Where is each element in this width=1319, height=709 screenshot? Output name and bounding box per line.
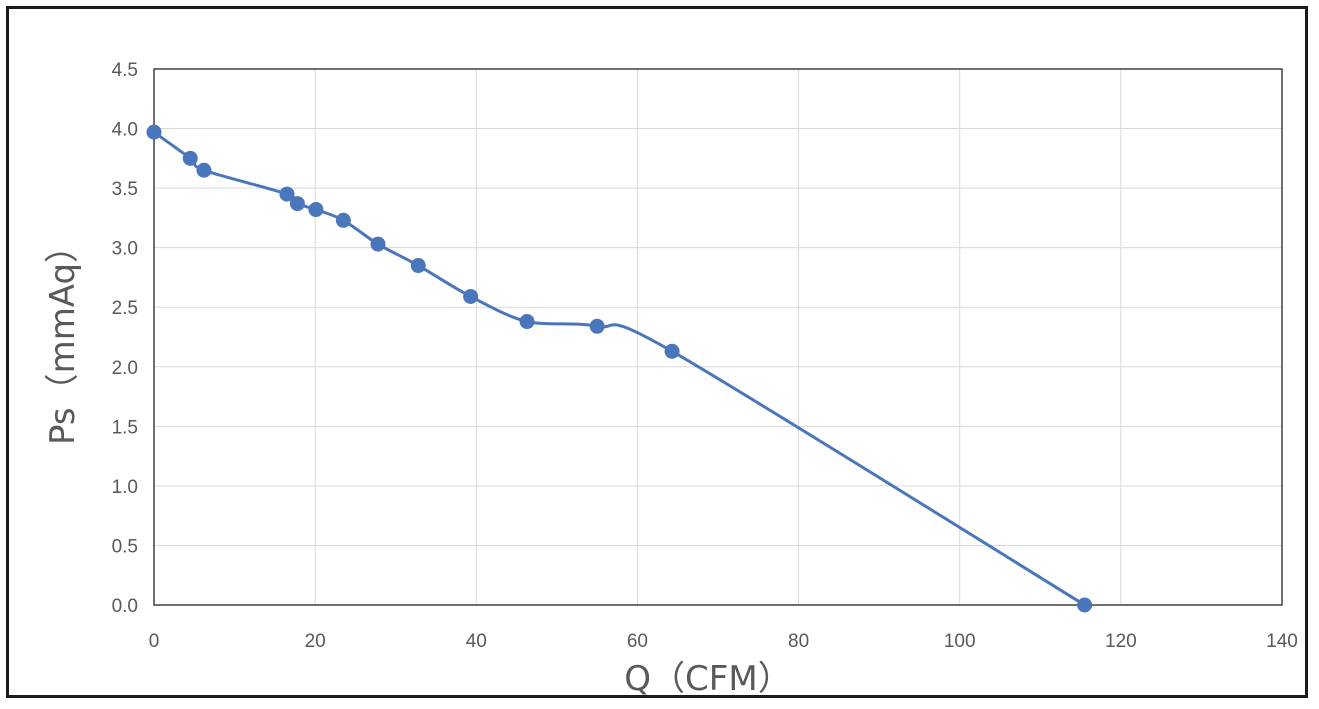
y-tick-label: 4.0 — [112, 120, 138, 141]
x-tick-label: 80 — [788, 631, 809, 652]
data-point — [335, 212, 351, 228]
x-axis-title: Q（CFM） — [624, 659, 791, 699]
data-point — [279, 186, 295, 202]
y-tick-label: 0.0 — [112, 596, 138, 617]
y-tick-label: 2.0 — [112, 358, 138, 379]
x-tick-label: 60 — [627, 631, 648, 652]
y-tick-label: 1.0 — [112, 477, 138, 498]
y-axis-ticks: 0.0 0.5 1.0 1.5 2.0 2.5 3.0 3.5 4.0 4.5 — [112, 60, 138, 617]
plot-area-border — [153, 68, 1283, 606]
data-point — [463, 289, 479, 305]
data-point — [1077, 597, 1093, 613]
data-point — [289, 196, 305, 212]
y-axis-title: Ps（mmAq） — [43, 229, 83, 445]
x-tick-label: 20 — [305, 631, 326, 652]
data-point — [589, 318, 605, 334]
x-tick-label: 120 — [1105, 631, 1137, 652]
data-point — [664, 343, 680, 359]
data-point — [146, 124, 162, 140]
chart-frame — [6, 6, 1308, 698]
data-point — [308, 202, 324, 218]
y-tick-label: 0.5 — [112, 536, 138, 557]
data-point — [196, 162, 212, 178]
y-tick-label: 4.5 — [112, 60, 138, 81]
data-series — [146, 124, 1093, 613]
y-tick-label: 3.5 — [112, 179, 138, 200]
y-tick-label: 1.5 — [112, 417, 138, 438]
x-tick-label: 40 — [466, 631, 487, 652]
x-tick-label: 0 — [149, 631, 160, 652]
gridlines — [153, 68, 1283, 606]
y-tick-label: 2.5 — [112, 298, 138, 319]
x-tick-label: 100 — [944, 631, 976, 652]
data-point — [410, 258, 426, 274]
x-tick-label: 140 — [1266, 631, 1298, 652]
data-point — [182, 150, 198, 166]
x-axis-ticks: 0 20 40 60 80 100 120 140 — [149, 631, 1298, 652]
data-point — [519, 314, 535, 330]
y-tick-label: 3.0 — [112, 239, 138, 260]
data-point — [370, 236, 386, 252]
